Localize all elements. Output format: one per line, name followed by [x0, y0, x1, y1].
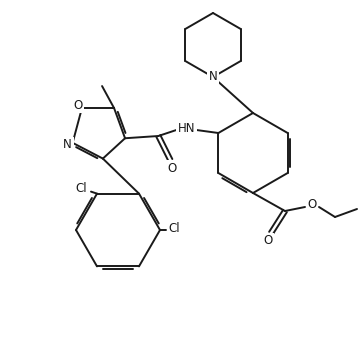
Text: HN: HN	[178, 121, 195, 135]
Text: Cl: Cl	[75, 182, 87, 195]
Text: O: O	[307, 198, 317, 212]
Text: N: N	[63, 138, 72, 151]
Text: O: O	[73, 99, 83, 112]
Text: N: N	[209, 71, 217, 83]
Text: Cl: Cl	[168, 221, 180, 235]
Text: O: O	[168, 162, 177, 174]
Text: O: O	[264, 235, 273, 247]
